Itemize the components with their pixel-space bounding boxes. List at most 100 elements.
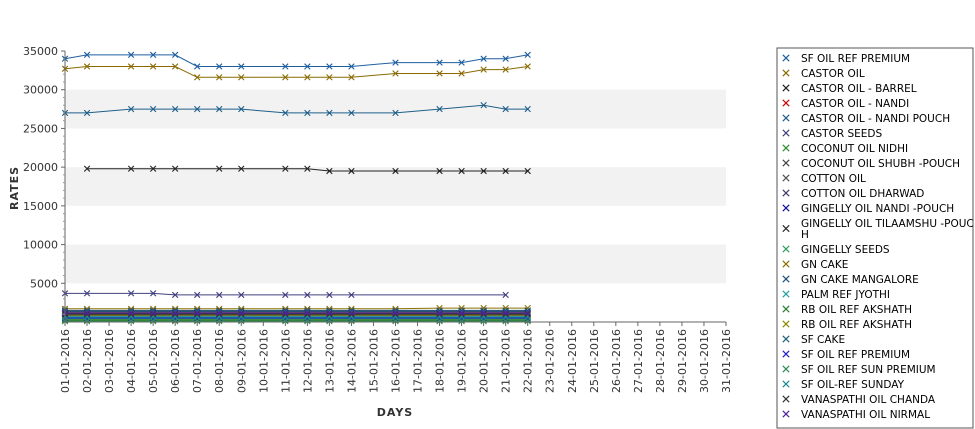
- data-point: [282, 309, 289, 317]
- legend-label-line: SF OIL REF SUN PREMIUM: [801, 364, 936, 376]
- legend-marker: [782, 290, 790, 298]
- legend-label: CASTOR SEEDS: [801, 128, 883, 140]
- data-point: [304, 74, 311, 81]
- x-tick-label: 28-01-2016: [654, 329, 667, 393]
- y-tick-label: 25000: [23, 122, 58, 135]
- data-point: [216, 291, 223, 299]
- series-group: [61, 311, 531, 318]
- x-tick-label: 03-01-2016: [103, 329, 116, 393]
- legend: SF OIL REF PREMIUM CASTOR OIL CASTOR OIL -…: [776, 47, 974, 429]
- x-tick-label: 19-01-2016: [456, 329, 469, 393]
- data-point: [480, 311, 487, 318]
- x-tick-label: 05-01-2016: [147, 329, 160, 393]
- data-point: [238, 165, 245, 172]
- series-line: [64, 66, 528, 78]
- legend-label: PALM REF JYOTHI: [801, 289, 890, 301]
- legend-label-line: SF OIL REF PREMIUM: [801, 349, 910, 361]
- data-point: [304, 165, 311, 172]
- series-group: [61, 309, 531, 317]
- legend-label-line: CASTOR SEEDS: [801, 128, 883, 140]
- legend-marker: [782, 245, 790, 253]
- data-point: [127, 51, 135, 59]
- grid-band: [65, 244, 726, 284]
- x-axis-title: DAYS: [377, 406, 413, 419]
- data-point: [524, 51, 531, 59]
- data-point: [149, 165, 157, 172]
- data-point: [524, 309, 531, 317]
- legend-label-line: SF OIL REF PREMIUM: [801, 53, 910, 65]
- data-point: [83, 63, 91, 70]
- data-point: [304, 311, 311, 318]
- legend-marker: [782, 350, 790, 358]
- x-tick-label: 16-01-2016: [390, 329, 403, 393]
- legend-marker: [782, 174, 790, 182]
- data-point: [326, 74, 333, 81]
- legend-label: GINGELLY OIL NANDI -POUCH: [801, 203, 954, 215]
- data-point: [502, 291, 509, 299]
- legend-marker: [782, 129, 790, 137]
- legend-label-line: COTTON OIL DHARWAD: [801, 188, 924, 200]
- legend-marker: [782, 335, 790, 343]
- data-point: [392, 59, 399, 66]
- legend-label-line: GINGELLY SEEDS: [801, 244, 890, 256]
- legend-label-line: COTTON OIL: [801, 173, 866, 185]
- data-point: [238, 63, 245, 70]
- data-point: [458, 167, 465, 175]
- x-tick-label: 08-01-2016: [213, 329, 226, 393]
- legend-label: RB OIL REF AKSHATH: [801, 304, 912, 316]
- x-tick-label: 01-01-2016: [59, 329, 72, 393]
- data-point: [326, 309, 333, 317]
- data-point: [326, 311, 333, 318]
- x-tick-label: 07-01-2016: [191, 329, 204, 393]
- legend-marker: [782, 84, 790, 92]
- data-point: [392, 309, 399, 317]
- data-point: [238, 309, 245, 317]
- legend-label-line: CASTOR OIL - NANDI: [801, 98, 909, 110]
- data-point: [149, 311, 157, 318]
- legend-label: CASTOR OIL - NANDI POUCH: [801, 113, 950, 125]
- data-point: [127, 290, 135, 297]
- data-point: [216, 165, 223, 172]
- legend-marker: [782, 365, 790, 373]
- data-point: [436, 311, 443, 318]
- data-point: [83, 290, 91, 297]
- legend-label: CASTOR OIL: [801, 68, 865, 80]
- legend-marker: [782, 144, 790, 152]
- data-point: [216, 63, 223, 70]
- x-tick-label: 23-01-2016: [544, 329, 557, 393]
- data-point: [216, 74, 223, 81]
- x-tick-label: 13-01-2016: [323, 329, 336, 393]
- x-tick-label: 30-01-2016: [698, 329, 711, 393]
- legend-label: COTTON OIL: [801, 173, 866, 185]
- data-point: [238, 291, 245, 299]
- y-tick-label: 35000: [23, 45, 58, 58]
- y-tick-label: 5000: [30, 277, 58, 290]
- data-point: [282, 63, 289, 70]
- series-group: [83, 165, 531, 175]
- data-point: [282, 165, 289, 172]
- data-point: [216, 311, 223, 318]
- data-point: [480, 102, 487, 109]
- legend-marker: [782, 410, 790, 418]
- data-point: [171, 309, 179, 317]
- data-point: [194, 74, 201, 81]
- series-group: [61, 102, 531, 117]
- y-tick-label: 20000: [23, 161, 58, 174]
- data-point: [171, 63, 179, 70]
- legend-label: CASTOR OIL - BARREL: [801, 83, 917, 95]
- data-point: [392, 70, 399, 77]
- y-axis-title: RATES: [8, 166, 21, 210]
- legend-label: SF OIL REF PREMIUM: [801, 349, 910, 361]
- x-tick-label: 14-01-2016: [345, 329, 358, 393]
- x-tick-label: 29-01-2016: [676, 329, 689, 393]
- x-tick-label: 20-01-2016: [478, 329, 491, 393]
- data-point: [502, 167, 509, 175]
- data-point: [458, 70, 465, 77]
- x-tick-label: 12-01-2016: [301, 329, 314, 393]
- legend-label: GN CAKE MANGALORE: [801, 274, 919, 286]
- legend-marker: [782, 305, 790, 313]
- legend-marker: [782, 380, 790, 388]
- data-point: [326, 167, 333, 175]
- legend-marker: [782, 114, 790, 122]
